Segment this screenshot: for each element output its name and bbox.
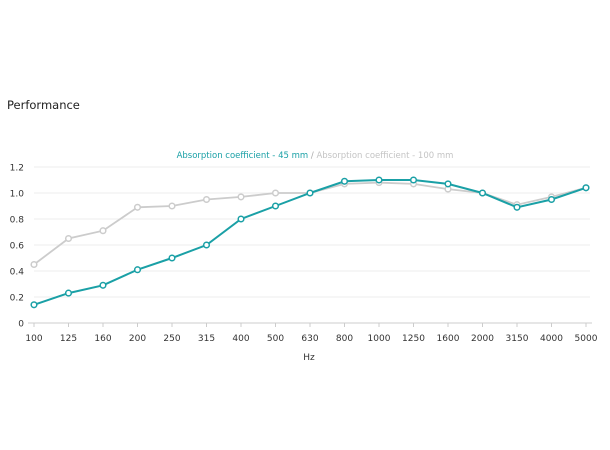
series-45mm [30, 176, 590, 309]
x-tick-labels: 100 125 160 200 250 315 400 500 630 800 1000 1250 16… [25, 334, 597, 344]
x-tick-label: 200 [129, 334, 146, 344]
data-point[interactable] [168, 254, 176, 262]
x-tick-label: 315 [198, 334, 215, 344]
x-tick-label: 500 [267, 334, 284, 344]
series-line [33, 179, 587, 306]
data-point[interactable] [271, 189, 280, 197]
x-tick-label: 250 [163, 334, 180, 344]
data-point[interactable] [444, 180, 452, 188]
x-axis-title: Hz [303, 353, 315, 363]
data-point[interactable] [513, 203, 521, 211]
y-tick-label: 0.8 [10, 216, 25, 226]
section-title: Performance [7, 98, 80, 112]
data-point[interactable] [271, 202, 280, 210]
data-point[interactable] [340, 177, 349, 185]
series [30, 176, 590, 309]
data-point[interactable] [133, 203, 142, 211]
x-tick-label: 1600 [437, 334, 460, 344]
x-tick-label: 3150 [506, 334, 529, 344]
y-tick-label: 0 [18, 320, 24, 330]
data-point[interactable] [99, 227, 107, 235]
data-point[interactable] [237, 193, 245, 201]
x-tick-label: 2000 [471, 334, 494, 344]
data-point[interactable] [133, 266, 142, 274]
x-tick-label: 800 [336, 334, 353, 344]
legend[interactable]: Absorption coefficient - 45 mm / Absorpt… [177, 151, 454, 161]
legend-item-100mm: Absorption coefficient - 100 mm [316, 151, 453, 161]
data-point[interactable] [30, 301, 38, 309]
data-point[interactable] [64, 234, 73, 243]
data-point[interactable] [582, 184, 590, 192]
data-point[interactable] [375, 176, 383, 184]
y-tick-labels: 0 0.2 0.4 0.6 0.8 1.0 1.2 [10, 164, 25, 330]
data-point[interactable] [306, 189, 314, 197]
data-point[interactable] [99, 281, 107, 289]
data-point[interactable] [64, 289, 73, 297]
y-tick-label: 0.6 [10, 242, 25, 252]
x-tick-label: 100 [25, 334, 42, 344]
data-point[interactable] [478, 189, 487, 197]
data-point[interactable] [202, 241, 211, 249]
y-tick-label: 1.0 [10, 190, 25, 200]
legend-separator: / [311, 151, 317, 161]
grid-lines [34, 166, 590, 298]
axes [28, 322, 592, 327]
y-tick-label: 0.2 [10, 294, 24, 304]
x-tick-label: 4000 [540, 334, 563, 344]
data-point[interactable] [30, 260, 38, 269]
x-tick-label: 125 [60, 334, 77, 344]
legend-item-45mm: Absorption coefficient - 45 mm [177, 151, 309, 161]
x-tick-label: 1250 [402, 334, 425, 344]
data-point[interactable] [409, 176, 418, 184]
x-tick-label: 5000 [575, 334, 598, 344]
y-tick-label: 1.2 [10, 164, 24, 174]
data-point[interactable] [202, 195, 211, 204]
x-tick-label: 630 [301, 334, 318, 344]
data-point[interactable] [168, 202, 176, 210]
x-tick-label: 160 [94, 334, 111, 344]
data-point[interactable] [237, 215, 245, 223]
data-point[interactable] [547, 195, 556, 204]
x-tick-label: 1000 [368, 334, 391, 344]
y-tick-label: 0.4 [10, 268, 25, 278]
x-tick-label: 400 [232, 334, 249, 344]
